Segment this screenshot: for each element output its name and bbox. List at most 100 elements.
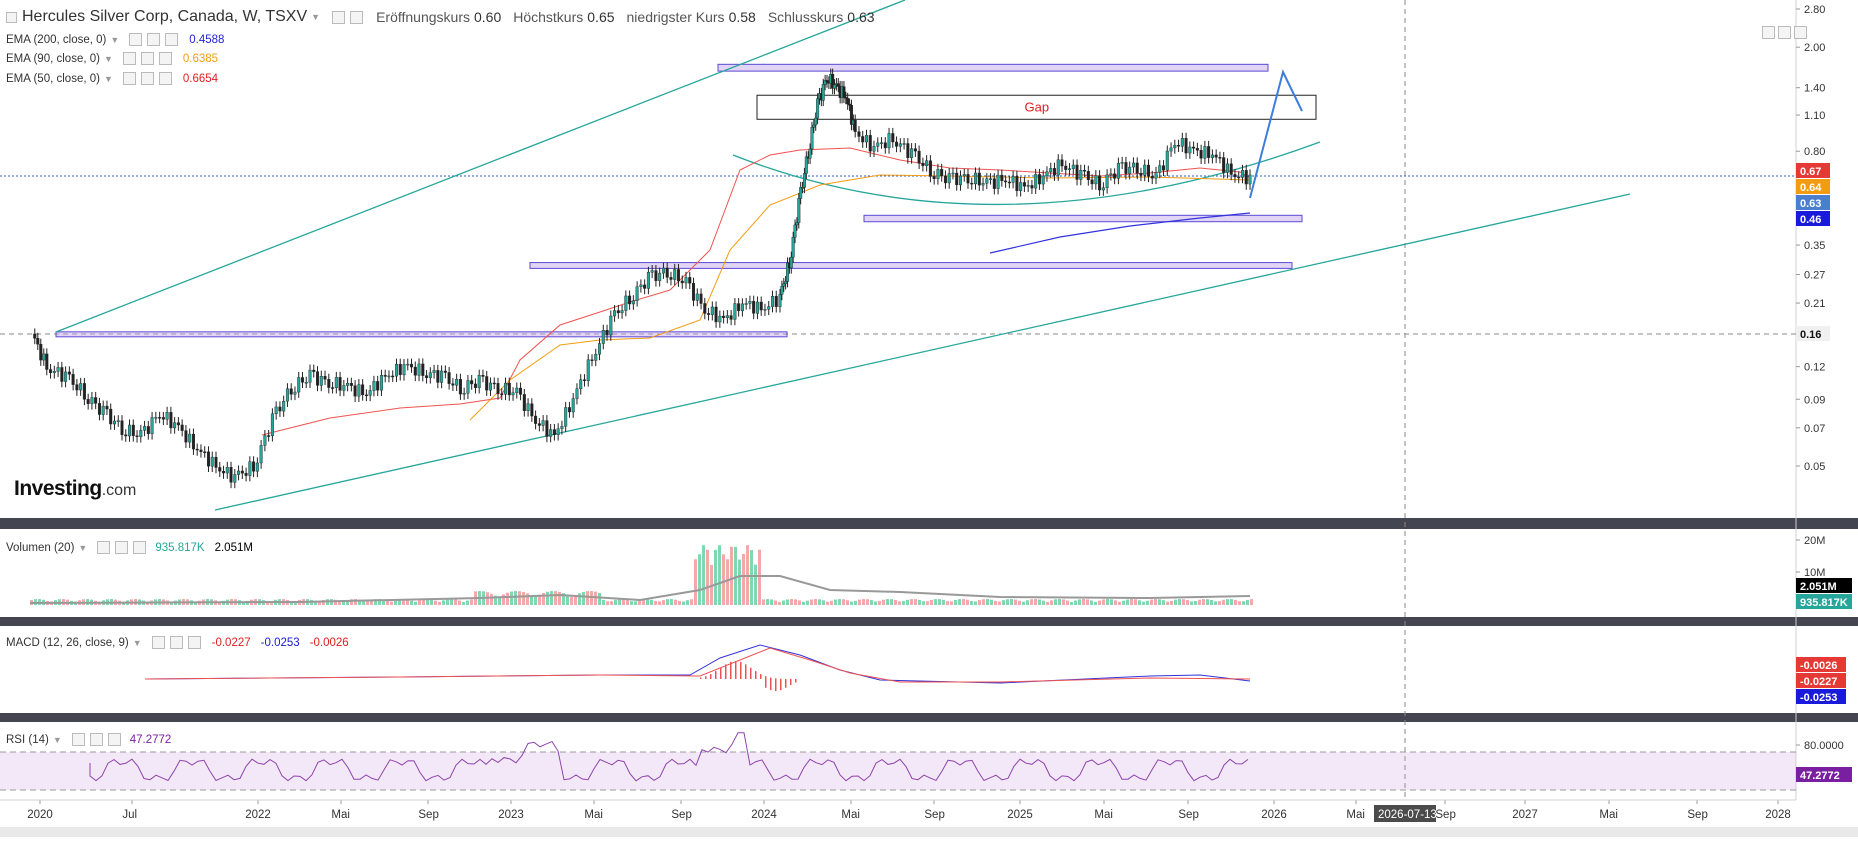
time-tick-label: 2028 — [1765, 809, 1791, 821]
chevron-down-icon[interactable]: ▼ — [104, 74, 113, 84]
candle-body — [873, 146, 876, 151]
macd-histogram-bar — [775, 679, 777, 691]
indicator-ema200[interactable]: EMA (200, close, 0) ▼ 0.4588 — [6, 33, 224, 46]
candle-body — [564, 407, 567, 426]
candle-body — [1083, 170, 1086, 171]
candle-body — [1049, 168, 1052, 172]
time-tick-label: Mai — [1094, 809, 1113, 821]
candle-body — [884, 143, 887, 148]
rsi-value: 47.2772 — [130, 734, 172, 746]
ema50-value: 0.6654 — [183, 73, 218, 85]
volume-bar — [626, 600, 629, 605]
settings-icon[interactable] — [147, 33, 160, 46]
macd-value-2: -0.0253 — [261, 637, 300, 649]
time-tick-label: Sep — [671, 809, 691, 821]
candle-body — [170, 412, 173, 428]
time-tick-label: Sep — [1687, 809, 1707, 821]
candle-body — [784, 281, 787, 283]
collapse-icon[interactable] — [6, 12, 17, 23]
volume-bar — [1142, 602, 1145, 605]
candle-body — [305, 382, 308, 383]
macd-histogram-bar — [745, 664, 747, 679]
rsi-legend[interactable]: RSI (14) ▼ 47.2772 — [6, 733, 171, 746]
time-tick-label: 2025 — [1007, 809, 1033, 821]
settings-icon[interactable] — [141, 72, 154, 85]
eye-icon[interactable] — [123, 72, 136, 85]
macd-histogram-bar — [720, 668, 722, 679]
candle-body — [467, 381, 470, 394]
eye-icon[interactable] — [152, 636, 165, 649]
close-icon[interactable] — [133, 541, 146, 554]
candle-body — [670, 277, 673, 279]
price-tick-label: 0.12 — [1804, 362, 1825, 374]
indicator-ema90[interactable]: EMA (90, close, 0) ▼ 0.6385 — [6, 52, 218, 65]
eye-icon[interactable] — [97, 541, 110, 554]
candle-body — [158, 417, 161, 418]
chevron-down-icon[interactable]: ▼ — [78, 543, 87, 553]
candle-body — [1046, 172, 1049, 176]
volume-bar — [1026, 600, 1029, 605]
macd-histogram-bar — [780, 679, 782, 690]
candle-body — [234, 475, 237, 483]
candle-body — [538, 424, 541, 426]
candle-body — [1113, 174, 1116, 179]
volume-bar — [926, 601, 929, 605]
volume-bar — [950, 601, 953, 605]
macd-histogram-bar — [735, 661, 737, 679]
settings-icon[interactable] — [90, 733, 103, 746]
eye-icon[interactable] — [123, 52, 136, 65]
macd-legend[interactable]: MACD (12, 26, close, 9) ▼ -0.0227 -0.025… — [6, 636, 349, 649]
volume-bar — [1050, 600, 1053, 605]
settings-icon[interactable] — [141, 52, 154, 65]
volume-bar — [1182, 599, 1185, 605]
settings-icon[interactable] — [350, 11, 363, 24]
volume-bar — [934, 599, 937, 605]
indicator-ema50[interactable]: EMA (50, close, 0) ▼ 0.6654 — [6, 72, 218, 85]
close-icon[interactable] — [188, 636, 201, 649]
eye-icon[interactable] — [129, 33, 142, 46]
close-icon[interactable] — [108, 733, 121, 746]
eye-icon[interactable] — [72, 733, 85, 746]
close-icon[interactable] — [165, 33, 178, 46]
chevron-down-icon[interactable]: ▼ — [104, 54, 113, 64]
candle-body — [606, 330, 609, 335]
volume-bar — [966, 600, 969, 605]
close-icon[interactable] — [159, 52, 172, 65]
candle-body — [241, 471, 244, 473]
volume-bar — [730, 547, 733, 605]
close-icon[interactable] — [159, 72, 172, 85]
maximize-icon[interactable] — [1794, 26, 1807, 39]
volume-bar — [454, 599, 457, 605]
chevron-down-icon[interactable]: ▼ — [53, 735, 62, 745]
volume-legend[interactable]: Volumen (20) ▼ 935.817K 2.051M — [6, 541, 253, 554]
investing-logo: Investing.com — [14, 477, 136, 501]
candle-body — [542, 421, 545, 426]
candle-body — [83, 383, 86, 399]
volume-bar — [1114, 600, 1117, 605]
volume-bar — [766, 599, 769, 605]
settings-icon[interactable] — [170, 636, 183, 649]
macd-group — [145, 645, 1250, 691]
chevron-down-icon[interactable]: ▼ — [110, 35, 119, 45]
move-down-icon[interactable] — [1778, 26, 1791, 39]
chevron-down-icon[interactable]: ▼ — [311, 12, 320, 22]
volume-bar — [502, 594, 505, 605]
move-up-icon[interactable] — [1762, 26, 1775, 39]
chevron-down-icon[interactable]: ▼ — [133, 638, 142, 648]
ema50-line — [262, 148, 1250, 435]
candle-body — [796, 223, 799, 225]
volume-bar — [1190, 601, 1193, 605]
volume-bar — [742, 554, 745, 605]
candle-body — [993, 179, 996, 189]
volume-bar — [1158, 599, 1161, 605]
volume-bar — [1198, 600, 1201, 605]
settings-icon[interactable] — [115, 541, 128, 554]
candle-body — [53, 371, 56, 372]
eye-icon[interactable] — [332, 11, 345, 24]
volume-bar — [514, 591, 517, 605]
volume-bar — [366, 602, 369, 605]
volume-bar — [1018, 601, 1021, 605]
volume-bar — [786, 599, 789, 605]
